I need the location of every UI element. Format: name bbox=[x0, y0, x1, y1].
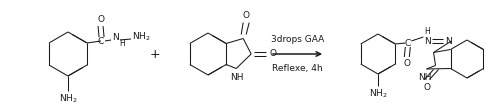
Text: +: + bbox=[150, 48, 160, 60]
Text: N: N bbox=[445, 37, 452, 45]
Text: O: O bbox=[404, 60, 411, 68]
Text: O: O bbox=[423, 83, 430, 92]
Text: NH$_2$: NH$_2$ bbox=[59, 93, 77, 105]
Text: Reflexe, 4h: Reflexe, 4h bbox=[272, 65, 323, 73]
Text: O: O bbox=[270, 49, 277, 59]
Text: NH: NH bbox=[230, 73, 244, 82]
Text: H: H bbox=[424, 27, 430, 37]
Text: NH$_2$: NH$_2$ bbox=[369, 88, 387, 100]
Text: O: O bbox=[242, 11, 249, 20]
Text: NH$_2$: NH$_2$ bbox=[132, 31, 150, 43]
Text: 3drops GAA: 3drops GAA bbox=[271, 35, 324, 43]
Text: NH: NH bbox=[418, 73, 431, 83]
Text: O: O bbox=[98, 14, 105, 24]
Text: C: C bbox=[404, 38, 410, 48]
Text: N: N bbox=[112, 33, 118, 43]
Text: H: H bbox=[119, 39, 125, 49]
Text: N: N bbox=[424, 37, 431, 45]
Text: C: C bbox=[98, 37, 104, 45]
